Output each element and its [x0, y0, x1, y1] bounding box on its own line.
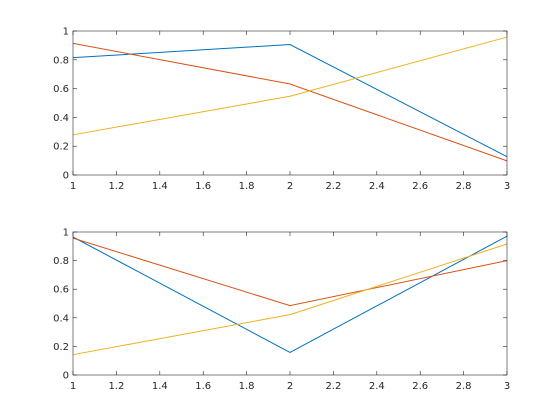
series-line-2 — [72, 237, 508, 307]
x-tick-label: 3 — [504, 381, 510, 392]
x-tick-label: 1.8 — [239, 381, 255, 392]
axes-top: 1 1.2 1.4 1.6 1.8 2 2.2 2.4 2.6 2.8 3 0 0.2 0.4 0.6 0.8… — [53, 27, 510, 193]
x-tick-label: 2.6 — [412, 381, 428, 392]
x-tick-label: 2.8 — [456, 381, 472, 392]
x-tick-label: 1.4 — [152, 181, 168, 192]
x-tick-label: 2 — [287, 381, 293, 392]
y-tick-label: 0.2 — [53, 342, 69, 353]
y-tick-label: 0.8 — [53, 256, 69, 267]
x-tick-label: 3 — [504, 181, 510, 192]
y-tick-label: 0.2 — [53, 142, 69, 153]
x-tick-label: 1.2 — [108, 381, 124, 392]
x-tick-label: 1.6 — [195, 181, 211, 192]
y-tick-label: 0.4 — [53, 313, 69, 324]
x-tick-label: 2 — [287, 181, 293, 192]
x-tick-label: 1.2 — [108, 181, 124, 192]
y-tick-label: 0 — [63, 171, 69, 182]
axes-bottom: 1 1.2 1.4 1.6 1.8 2 2.2 2.4 2.6 2.8 3 0 0.2 0.4 0.6 0.8… — [53, 228, 510, 393]
x-tick-label: 2.4 — [369, 381, 385, 392]
series-line-1 — [72, 235, 508, 353]
x-tick-label: 1 — [70, 181, 76, 192]
y-tick-label: 1 — [63, 27, 69, 38]
series-line-3 — [72, 36, 508, 136]
y-tick-label: 0.6 — [53, 84, 69, 95]
x-tick-label: 1.8 — [239, 181, 255, 192]
x-tick-label: 1 — [70, 381, 76, 392]
series-line-3 — [72, 243, 508, 356]
series-line-2 — [72, 42, 508, 162]
y-tick-label: 0 — [63, 371, 69, 382]
x-tick-label: 2.6 — [412, 181, 428, 192]
y-tick-label: 0.8 — [53, 55, 69, 66]
x-tick-label: 1.4 — [152, 381, 168, 392]
y-tick-label: 0.6 — [53, 285, 69, 296]
x-tick-label: 2.4 — [369, 181, 385, 192]
x-tick-label: 1.6 — [195, 381, 211, 392]
axes-box — [72, 231, 508, 376]
x-tick-label: 2.8 — [456, 181, 472, 192]
series-line-1 — [72, 44, 508, 158]
x-tick-label: 2.2 — [325, 381, 341, 392]
y-tick-label: 1 — [63, 228, 69, 239]
x-tick-label: 2.2 — [325, 181, 341, 192]
y-tick-label: 0.4 — [53, 113, 69, 124]
axes-box — [72, 30, 508, 176]
